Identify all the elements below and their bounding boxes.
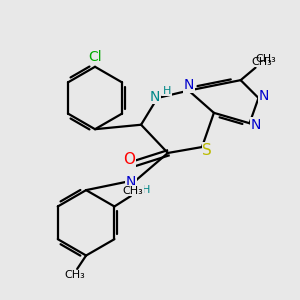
- Text: N: N: [126, 175, 136, 189]
- Text: CH₃: CH₃: [256, 54, 276, 64]
- Text: N: N: [150, 89, 160, 103]
- Text: O: O: [123, 152, 135, 167]
- Text: H: H: [163, 85, 171, 96]
- Text: S: S: [202, 142, 212, 158]
- Text: N: N: [184, 78, 194, 92]
- Text: Cl: Cl: [88, 50, 102, 64]
- Text: CH₃: CH₃: [123, 186, 143, 196]
- Text: CH₃: CH₃: [64, 270, 85, 280]
- Text: CH₃: CH₃: [252, 57, 272, 67]
- Text: N: N: [251, 118, 261, 132]
- Text: N: N: [259, 88, 269, 103]
- Text: H: H: [142, 185, 150, 195]
